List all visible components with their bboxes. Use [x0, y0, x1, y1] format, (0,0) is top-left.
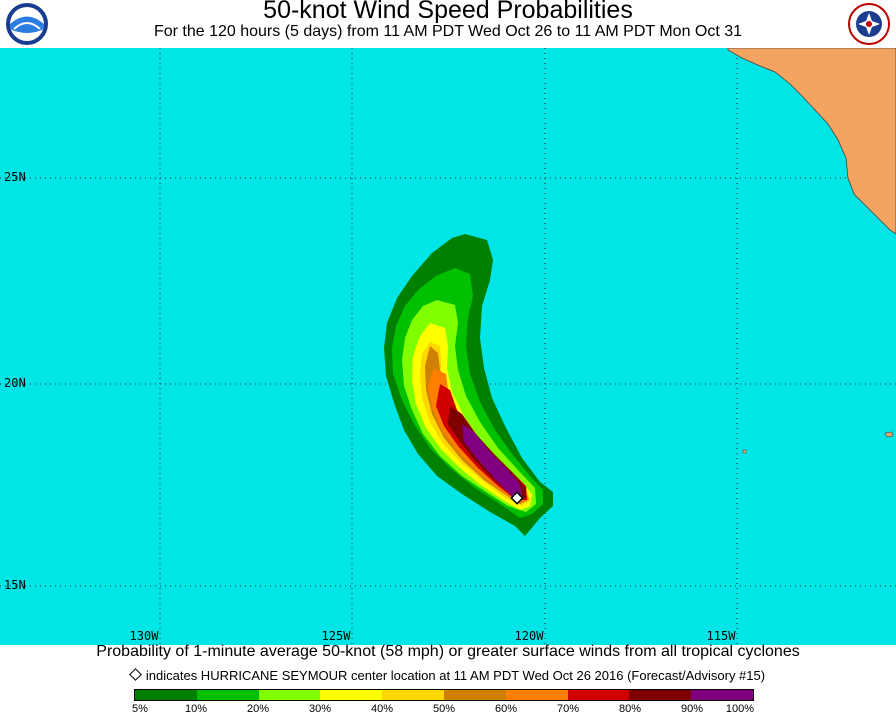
legend-label-5: 50% [432, 703, 456, 715]
storm-center-note: indicates HURRICANE SEYMOUR center locat… [0, 668, 896, 683]
legend-label-8: 80% [618, 703, 642, 715]
contour-90pct [462, 424, 522, 496]
legend-label-6: 60% [494, 703, 518, 715]
lon-label-115w: 115W [706, 629, 736, 643]
legend-swatch-5 [443, 690, 506, 700]
probability-contours [384, 234, 553, 536]
diamond-marker-icon [129, 668, 142, 681]
island-marker [884, 431, 894, 438]
legend-label-3: 30% [308, 703, 332, 715]
legend-labels: 5% 10% 20% 30% 40% 50% 60% 70% 80% 90% 100% [0, 703, 896, 716]
legend-swatch-1 [196, 690, 259, 700]
legend-swatch-2 [258, 690, 321, 700]
storm-center-marker [510, 491, 524, 505]
nws-logo-icon [848, 3, 890, 45]
lon-label-125w: 125W [321, 629, 351, 643]
legend-label-7: 70% [556, 703, 580, 715]
legend-label-1: 10% [184, 703, 208, 715]
header: 50-knot Wind Speed Probabilities For the… [0, 0, 896, 48]
lat-label-15n: 15N [4, 578, 26, 592]
legend-label-2: 20% [246, 703, 270, 715]
legend-label-10: 100% [725, 703, 755, 715]
lat-label-20n: 20N [4, 376, 26, 390]
legend-swatch-9 [691, 690, 753, 700]
legend-swatch-7 [567, 690, 630, 700]
contour-30pct [412, 323, 532, 510]
legend-swatch-0 [135, 690, 197, 700]
island-marker-small [742, 449, 747, 454]
page-title: 50-knot Wind Speed Probabilities [263, 0, 633, 24]
legend-label-0: 5% [132, 703, 148, 715]
storm-center-note-text: indicates HURRICANE SEYMOUR center locat… [145, 668, 766, 683]
legend-swatch-4 [382, 690, 444, 700]
legend-swatch-3 [320, 690, 383, 700]
baja-california-landmass [727, 48, 896, 235]
legend-label-9: 90% [680, 703, 704, 715]
map-caption: Probability of 1-minute average 50-knot … [96, 643, 800, 660]
map-canvas [0, 48, 896, 645]
legend-swatch-6 [505, 690, 568, 700]
lon-label-130w: 130W [129, 629, 159, 643]
page-subtitle: For the 120 hours (5 days) from 11 AM PD… [153, 23, 743, 40]
lat-label-25n: 25N [4, 170, 26, 184]
legend-swatch-8 [629, 690, 692, 700]
probability-map: 25N 20N 15N 130W 125W 120W 115W [0, 48, 896, 645]
legend-label-4: 40% [370, 703, 394, 715]
lon-label-120w: 120W [514, 629, 544, 643]
probability-legend [134, 689, 754, 701]
noaa-logo-icon [6, 3, 48, 45]
